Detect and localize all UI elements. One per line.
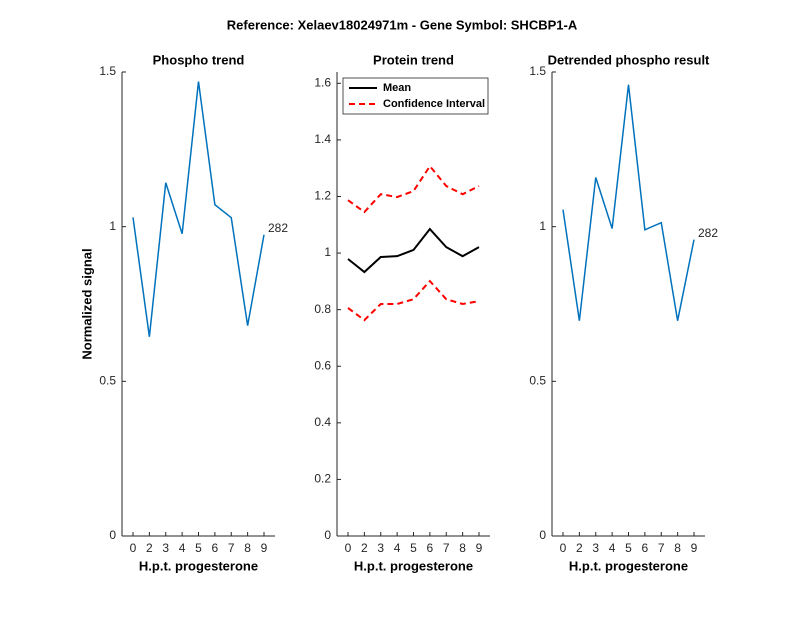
y-tick-label: 0 xyxy=(109,528,116,542)
x-tick-label: 0 xyxy=(560,541,567,555)
x-tick-label: 5 xyxy=(195,541,202,555)
y-tick-label: 1 xyxy=(324,245,331,259)
x-tick-label: 6 xyxy=(642,541,649,555)
x-tick-label: 6 xyxy=(427,541,434,555)
x-tick-label: 8 xyxy=(459,541,466,555)
subplot-title: Phospho trend xyxy=(153,52,245,67)
annotation: 282 xyxy=(268,221,288,235)
x-axis-label: H.p.t. progesterone xyxy=(569,558,688,573)
x-tick-label: 7 xyxy=(228,541,235,555)
x-tick-label: 8 xyxy=(674,541,681,555)
x-tick-label: 2 xyxy=(361,541,368,555)
line-series xyxy=(347,164,480,214)
y-tick-label: 1.4 xyxy=(314,132,331,146)
y-tick-label: 1 xyxy=(109,219,116,233)
line-series xyxy=(132,81,265,337)
line-series xyxy=(347,227,480,274)
y-axis-label: Normalized signal xyxy=(79,248,94,359)
y-tick-label: 0 xyxy=(539,528,546,542)
annotation: 282 xyxy=(698,226,718,240)
x-tick-label: 3 xyxy=(592,541,599,555)
x-tick-label: 4 xyxy=(394,541,401,555)
y-tick-label: 0.2 xyxy=(314,472,331,486)
x-tick-label: 7 xyxy=(658,541,665,555)
x-tick-label: 5 xyxy=(410,541,417,555)
line-series xyxy=(347,279,480,322)
y-tick-label: 1.6 xyxy=(314,75,331,89)
x-tick-label: 0 xyxy=(345,541,352,555)
y-tick-label: 0.8 xyxy=(314,302,331,316)
x-tick-label: 4 xyxy=(179,541,186,555)
y-tick-label: 0.6 xyxy=(314,358,331,372)
y-tick-label: 1 xyxy=(539,219,546,233)
x-tick-label: 5 xyxy=(625,541,632,555)
y-tick-label: 1.2 xyxy=(314,189,331,203)
x-tick-label: 4 xyxy=(609,541,616,555)
x-axis-label: H.p.t. progesterone xyxy=(354,558,473,573)
y-tick-label: 0.5 xyxy=(529,374,546,388)
y-tick-label: 0.5 xyxy=(99,374,116,388)
legend-label: Mean xyxy=(383,82,411,94)
y-tick-label: 1.5 xyxy=(99,64,116,78)
x-tick-label: 9 xyxy=(261,541,268,555)
figure-title: Reference: Xelaev18024971m - Gene Symbol… xyxy=(227,17,578,32)
x-tick-label: 9 xyxy=(691,541,698,555)
legend-label: Confidence Interval xyxy=(383,98,485,110)
x-tick-label: 3 xyxy=(162,541,169,555)
x-tick-label: 2 xyxy=(146,541,153,555)
y-tick-label: 1.5 xyxy=(529,64,546,78)
x-tick-label: 6 xyxy=(212,541,219,555)
subplot-title: Detrended phospho result xyxy=(548,52,710,67)
line-series xyxy=(562,84,695,321)
legend-box xyxy=(342,77,489,115)
x-tick-label: 7 xyxy=(443,541,450,555)
y-tick-label: 0 xyxy=(324,528,331,542)
subplot-title: Protein trend xyxy=(373,52,454,67)
x-tick-label: 8 xyxy=(244,541,251,555)
x-tick-label: 2 xyxy=(576,541,583,555)
x-axis-label: H.p.t. progesterone xyxy=(139,558,258,573)
x-tick-label: 3 xyxy=(377,541,384,555)
x-tick-label: 9 xyxy=(476,541,483,555)
x-tick-label: 0 xyxy=(130,541,137,555)
y-tick-label: 0.4 xyxy=(314,415,331,429)
